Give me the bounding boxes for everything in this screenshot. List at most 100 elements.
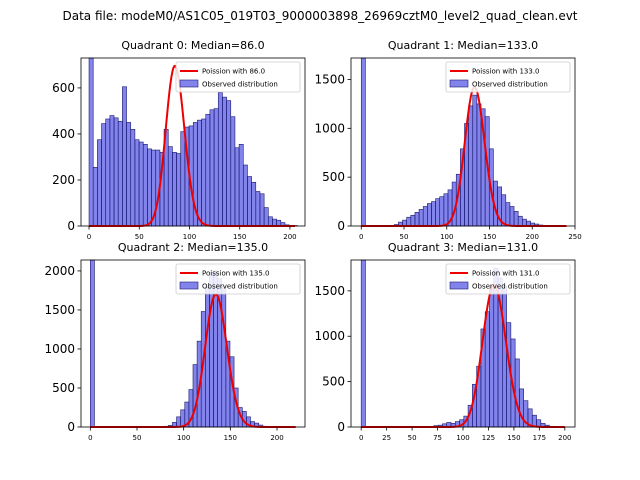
histogram-bar [167,146,173,227]
y-tick-label: 600 [52,81,75,95]
y-tick-label: 1500 [314,72,345,86]
histogram-bar [418,209,424,227]
y-tick-label: 0 [67,219,75,233]
y-tick-label: 1500 [314,284,345,298]
histogram-bar [514,358,520,428]
legend-frame [175,263,301,295]
legend-frame [445,263,571,295]
y-tick-label: 200 [52,173,75,187]
histogram-bar [435,198,441,227]
histogram-bar [422,206,428,227]
histogram-bar [217,92,223,227]
panel-quadrant-3: Quadrant 3: Median=131.0 0 500 1000 1500 0 25 5… [314,241,576,442]
histogram-bar [513,211,519,227]
histogram-bar [92,167,98,227]
histogram-bar [205,114,211,227]
x-tick-label: 50 [133,434,142,442]
histogram-bar [197,119,202,227]
legend-frame [445,61,571,93]
y-tick-label: 1500 [44,303,75,317]
axes-title: Quadrant 3: Median=131.0 [388,241,538,254]
histogram-bar [484,311,490,428]
x-tick-label: 100 [177,434,190,442]
histogram-bar [251,181,257,227]
x-tick-label: 200 [270,434,283,442]
histogram-bar [213,108,219,227]
histogram-bar [126,122,132,227]
histogram-bar [414,212,420,227]
x-tick-label: 175 [533,434,546,442]
histogram-bar [517,215,523,227]
histogram-bar [209,272,214,428]
histogram-bar [172,152,177,227]
x-tick-label: 0 [87,233,91,241]
histogram-bar [502,286,507,428]
y-tick-label: 500 [52,381,75,395]
legend-bar-swatch [179,281,199,290]
histogram-bar [221,286,227,428]
x-tick-label: 250 [568,233,581,241]
histogram-bar [443,193,449,227]
histogram-bar [230,116,236,227]
x-tick-label: 100 [456,434,469,442]
panel-quadrant-2: Quadrant 2: Median=135.00500100015002000… [44,241,306,442]
histogram-bar [101,123,107,227]
legend-bar-swatch [449,79,469,88]
x-tick-label: 50 [408,434,417,442]
histogram-bar [267,216,273,227]
histogram-bar [97,139,102,227]
legend: Poission with 133.0 Observed distribution [445,61,571,93]
histogram-bar [472,94,478,227]
histogram-bar [180,131,186,227]
histogram-bar [90,259,95,428]
panels: Quadrant 0: Median=86.0 0 200 400 600 0 50 100 1… [44,39,581,442]
histogram-bar [117,120,123,227]
y-tick-label: 2000 [44,264,75,278]
histogram-bar [259,193,265,227]
histogram-bar [263,207,269,227]
legend-label-poisson: Poission with 135.0 [202,270,270,278]
x-tick-label: 200 [558,434,571,442]
histogram-bar [406,216,412,227]
figure-suptitle: Data file: modeM0/AS1C05_019T03_90000038… [62,9,577,23]
legend-label-poisson: Poission with 131.0 [472,270,540,278]
histogram-bar [427,203,432,227]
y-tick-label: 1000 [44,342,75,356]
histogram-bar [130,129,136,227]
x-tick-label: 150 [233,233,246,241]
legend-label-observed: Observed distribution [472,283,548,291]
x-tick-label: 100 [440,233,453,241]
x-tick-label: 150 [507,434,520,442]
y-tick-label: 0 [67,420,75,434]
histogram-bar [105,118,111,227]
histogram-bar [147,148,152,227]
legend-label-poisson: Poission with 86.0 [202,68,265,76]
y-tick-label: 1000 [314,329,345,343]
x-tick-label: 75 [433,434,442,442]
legend-label-observed: Observed distribution [202,81,278,89]
histogram-bar [109,115,115,227]
legend-label-observed: Observed distribution [472,81,548,89]
histogram-bar [138,141,144,227]
histogram-bar [205,286,210,428]
histogram-bar [122,86,127,227]
histogram-bar [134,139,140,227]
histogram-bar [439,196,445,227]
y-tick-label: 400 [52,127,75,141]
y-tick-label: 0 [337,420,345,434]
y-tick-label: 500 [322,375,345,389]
histogram-bar [360,259,366,428]
y-tick-label: 500 [322,170,345,184]
histogram-bar [238,144,244,227]
x-tick-label: 50 [135,233,144,241]
x-tick-label: 200 [526,233,539,241]
histogram-bar [360,57,366,227]
x-tick-label: 0 [359,233,363,241]
x-tick-label: 0 [88,434,92,442]
histogram-bar [234,147,240,227]
x-tick-label: 0 [359,434,363,442]
panel-quadrant-1: Quadrant 1: Median=133.0 0 500 1000 1500 0 50 1… [314,39,581,241]
histogram-bar [180,409,186,428]
histogram-bar [226,100,232,227]
histogram-bar [505,202,511,227]
